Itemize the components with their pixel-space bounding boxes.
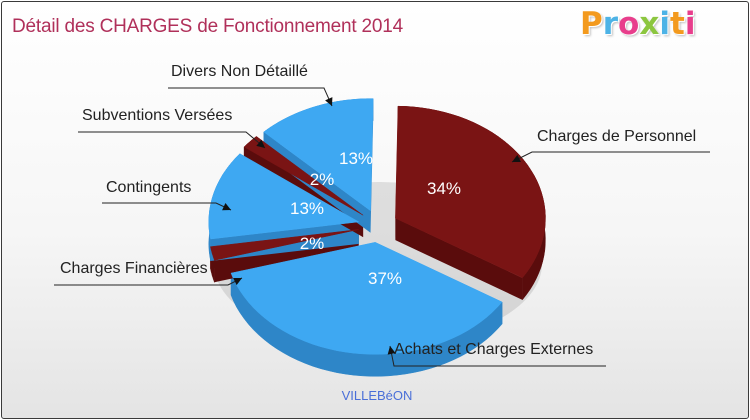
logo-letter: r xyxy=(602,6,619,42)
callout-line xyxy=(168,87,333,107)
legend-label: Subventions Versées xyxy=(82,107,232,124)
callout-arrow xyxy=(222,202,231,211)
legend-label: Charges Financières xyxy=(60,260,208,277)
slice-percent-label: 13% xyxy=(290,199,324,218)
pie-slice-subventions-vers-es[interactable] xyxy=(243,136,364,216)
callout-arrow xyxy=(233,278,242,286)
legend-label: Achats et Charges Externes xyxy=(394,341,593,358)
logo-letter: t xyxy=(669,6,685,42)
slice-face xyxy=(395,218,523,300)
slice-percent-label: 37% xyxy=(368,269,402,288)
logo-letter: i xyxy=(659,6,670,42)
callout-arrow xyxy=(387,346,396,355)
pie-slice-charges-financi-res[interactable] xyxy=(210,229,359,261)
callout-arrow xyxy=(325,97,333,106)
slice-percent-label: 34% xyxy=(427,179,461,198)
callout-line xyxy=(511,151,710,163)
slice-percent-label: 2% xyxy=(300,234,325,253)
pie-slices xyxy=(208,98,546,377)
logo-letter: o xyxy=(618,6,640,42)
logo-letter: x xyxy=(639,6,660,42)
chart-title: Détail des CHARGES de Fonctionnement 201… xyxy=(12,16,404,37)
callout-line xyxy=(78,131,266,149)
chart-subtitle: VILLEBéON xyxy=(341,388,413,403)
callout-arrow xyxy=(512,154,521,162)
legend-label: Contingents xyxy=(106,179,191,196)
proxiti-logo[interactable]: Proxiti xyxy=(580,6,695,42)
logo-letter: P xyxy=(580,6,603,42)
pie-slice-achats-et-charges-externes[interactable] xyxy=(230,242,503,355)
callout-arrow xyxy=(256,139,265,148)
logo-letter: i xyxy=(684,6,696,42)
slice-percent-label: 13% xyxy=(339,149,373,168)
legend-label: Divers Non Détaillé xyxy=(171,63,308,80)
pie-slice-contingents[interactable] xyxy=(208,153,360,240)
legend-label: Charges de Personnel xyxy=(537,128,696,145)
pie-slice-divers-non-d-taill-[interactable] xyxy=(263,98,374,212)
pie-slice-charges-de-personnel[interactable] xyxy=(395,105,546,279)
slice-percent-label: 2% xyxy=(310,170,335,189)
